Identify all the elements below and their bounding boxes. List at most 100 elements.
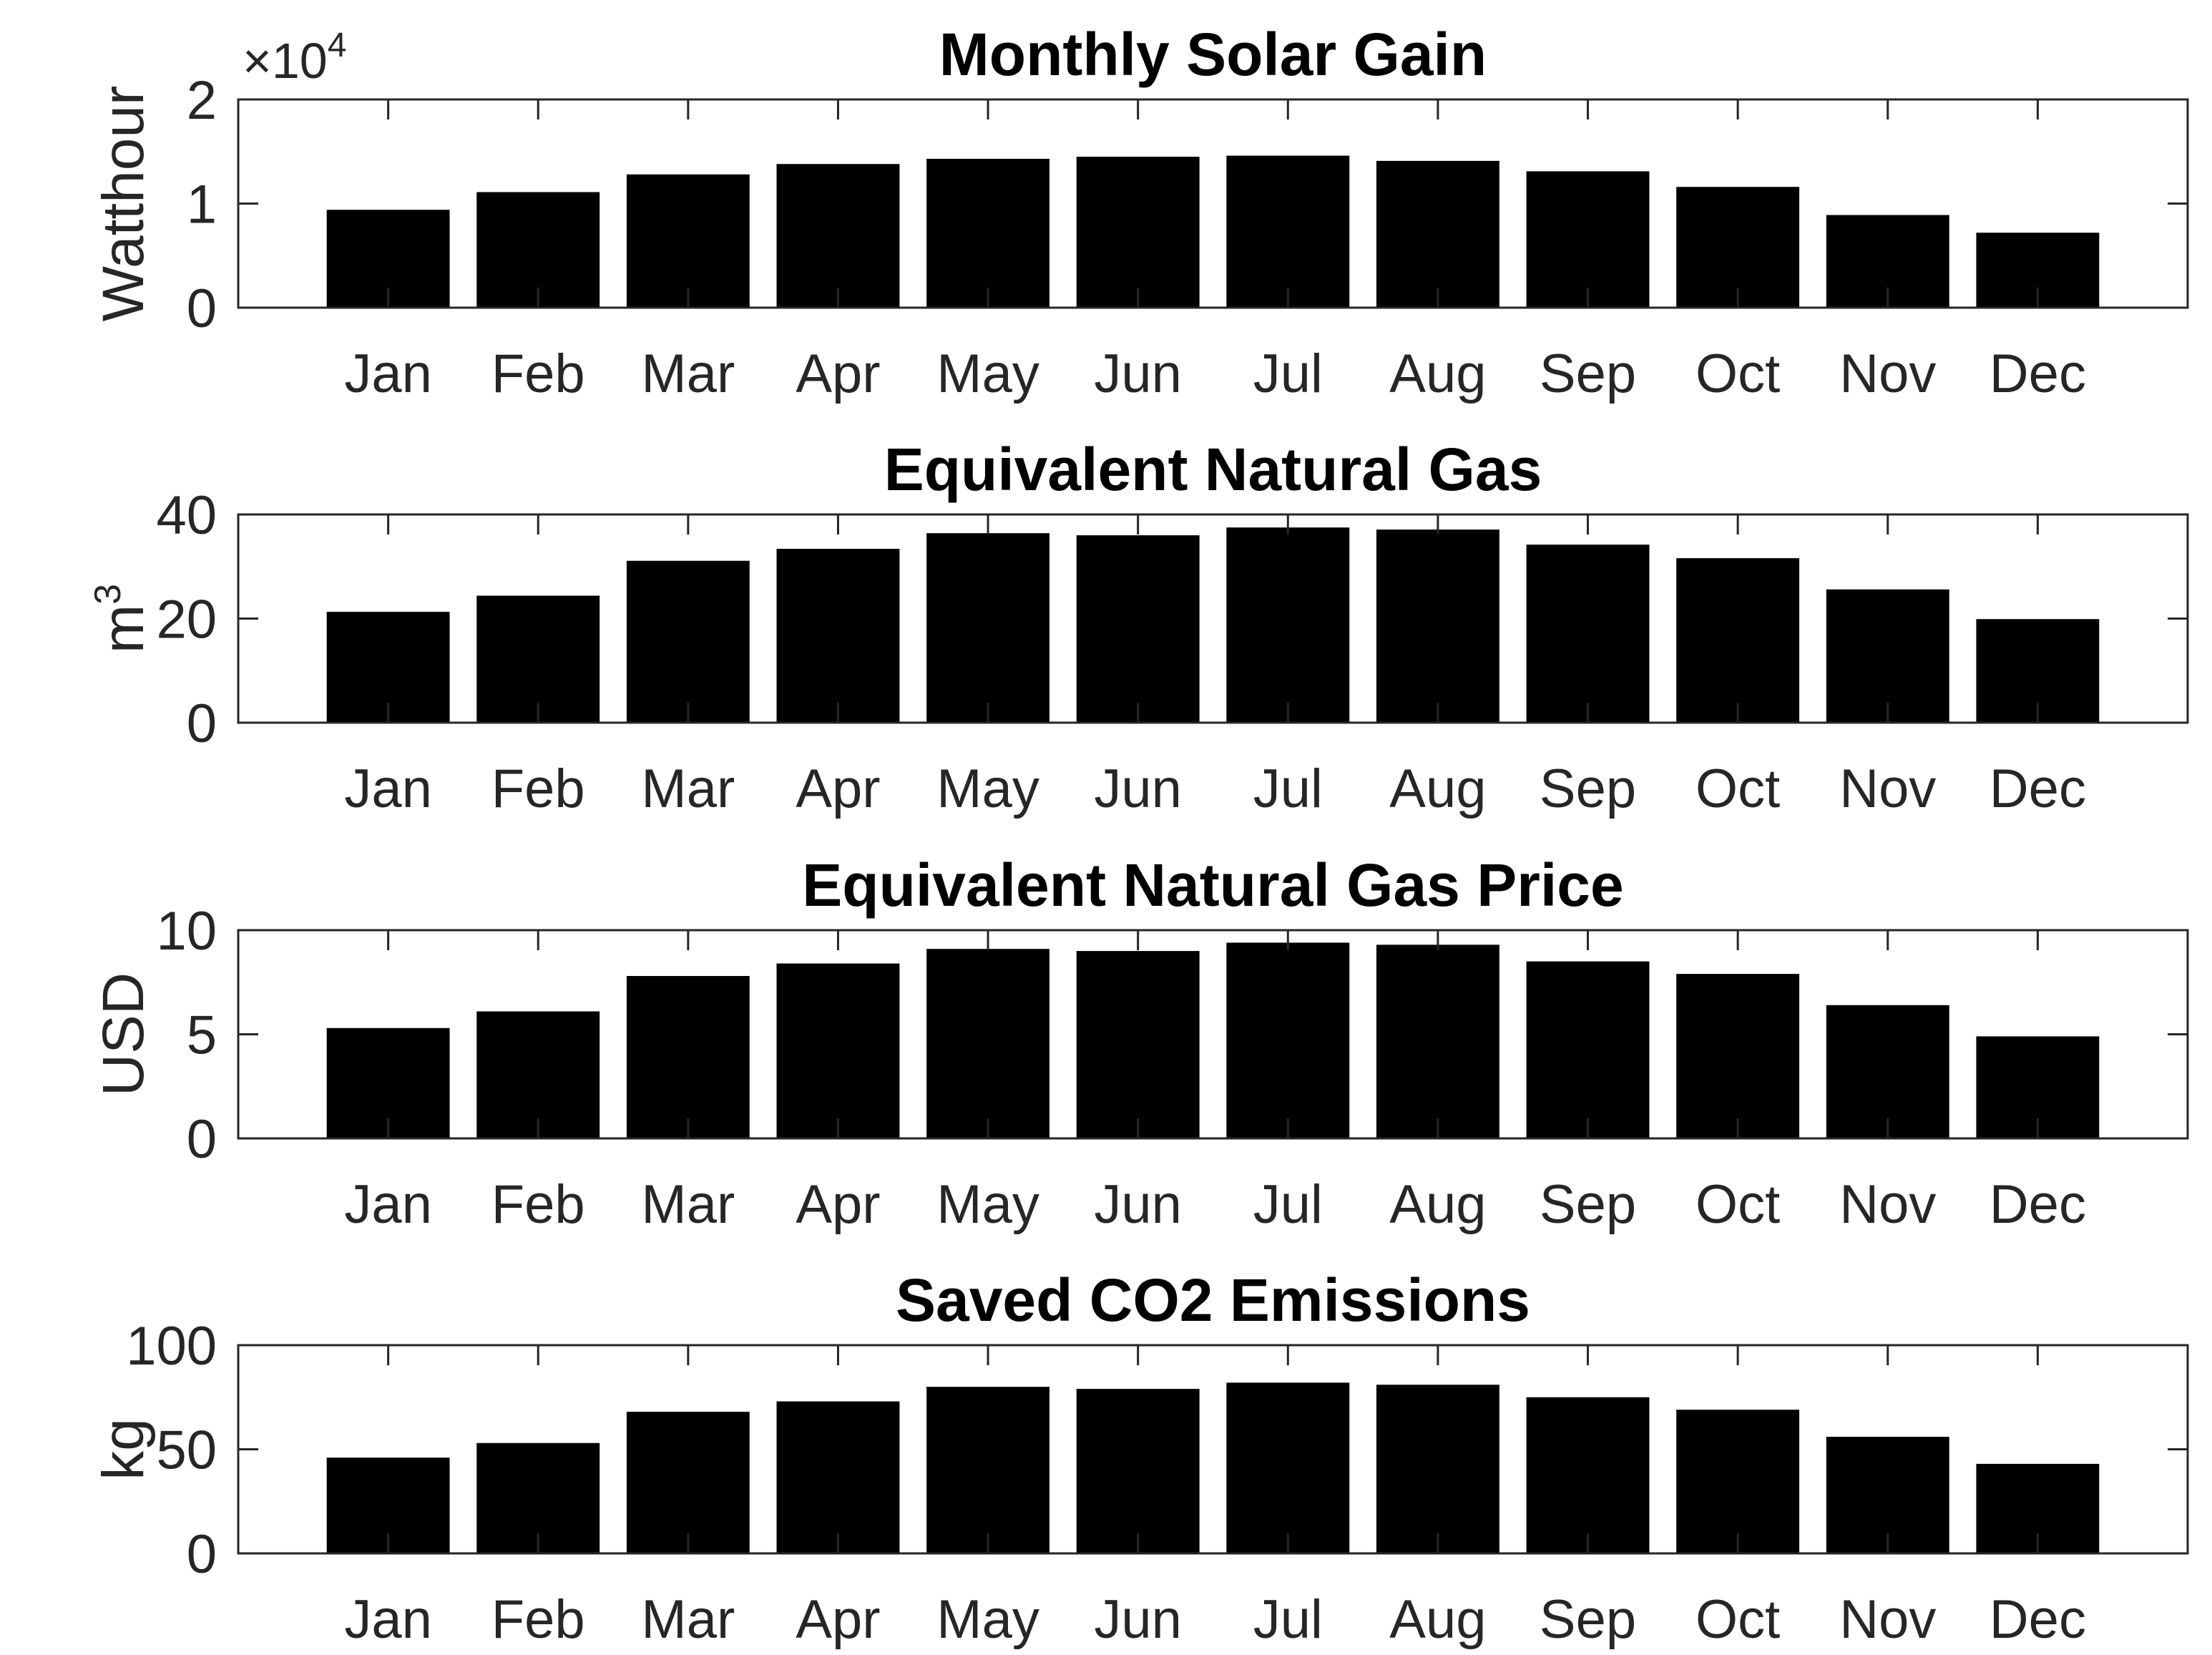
y-tick-label: 0: [187, 278, 217, 339]
x-tick-label-apr: Apr: [796, 1589, 880, 1650]
bar-jul: [1226, 1382, 1350, 1553]
bar-mar: [626, 976, 750, 1138]
x-tick-label-may: May: [936, 1589, 1039, 1650]
bar-jul: [1226, 527, 1350, 723]
x-tick-label-mar: Mar: [641, 758, 735, 819]
chart-title: Monthly Solar Gain: [939, 21, 1487, 88]
y-tick-label: 0: [187, 1524, 217, 1585]
y-tick-label: 2: [187, 70, 217, 131]
x-tick-label-oct: Oct: [1695, 1174, 1780, 1235]
bar-aug: [1376, 160, 1499, 308]
chart-title: Equivalent Natural Gas Price: [802, 851, 1623, 919]
x-tick-label-dec: Dec: [1990, 343, 2086, 404]
y-axis-label: Watthour: [91, 86, 156, 322]
x-tick-label-aug: Aug: [1389, 758, 1486, 819]
bar-sep: [1526, 545, 1650, 723]
y-tick-label: 50: [156, 1420, 217, 1481]
bar-jun: [1076, 951, 1200, 1138]
y-axis-label: m3: [87, 584, 156, 653]
x-tick-label-nov: Nov: [1839, 1174, 1936, 1235]
y-axis-label-text: kg: [91, 1418, 156, 1480]
y-tick-label: 5: [187, 1005, 217, 1066]
bar-may: [926, 949, 1050, 1138]
bar-apr: [776, 164, 900, 308]
bar-aug: [1376, 944, 1499, 1138]
bar-jun: [1076, 535, 1200, 723]
x-tick-label-aug: Aug: [1389, 1589, 1486, 1650]
x-tick-label-jan: Jan: [344, 1174, 432, 1235]
bar-mar: [626, 560, 750, 723]
bar-may: [926, 1387, 1050, 1553]
x-tick-label-jan: Jan: [344, 758, 432, 819]
x-tick-label-dec: Dec: [1990, 1589, 2086, 1650]
x-tick-label-sep: Sep: [1540, 1174, 1636, 1235]
x-tick-label-sep: Sep: [1540, 1589, 1636, 1650]
x-tick-label-mar: Mar: [641, 1589, 735, 1650]
chart-title: Equivalent Natural Gas: [884, 436, 1542, 503]
bar-jul: [1226, 155, 1350, 308]
y-tick-label: 0: [187, 693, 217, 754]
bar-sep: [1526, 1397, 1650, 1553]
y-axis-exponent-base: ×10: [243, 33, 328, 89]
x-tick-label-jun: Jun: [1094, 758, 1182, 819]
x-tick-label-sep: Sep: [1540, 758, 1636, 819]
x-tick-label-oct: Oct: [1695, 1589, 1780, 1650]
x-tick-label-apr: Apr: [796, 343, 880, 404]
bar-mar: [626, 1412, 750, 1553]
x-tick-label-jun: Jun: [1094, 1589, 1182, 1650]
bar-oct: [1676, 1410, 1800, 1553]
x-tick-label-oct: Oct: [1695, 758, 1780, 819]
y-axis-label-text: m: [91, 605, 156, 653]
y-axis-exponent-power: 4: [328, 26, 347, 64]
x-tick-label-may: May: [936, 758, 1039, 819]
x-tick-label-nov: Nov: [1839, 343, 1936, 404]
x-tick-label-dec: Dec: [1990, 758, 2086, 819]
bar-apr: [776, 963, 900, 1138]
x-tick-label-may: May: [936, 343, 1039, 404]
x-tick-label-oct: Oct: [1695, 343, 1780, 404]
y-tick-label: 1: [187, 175, 217, 235]
x-tick-label-apr: Apr: [796, 758, 880, 819]
y-axis-exponent: ×104: [243, 26, 346, 89]
x-tick-label-feb: Feb: [491, 343, 585, 404]
x-tick-label-feb: Feb: [491, 758, 585, 819]
x-tick-label-dec: Dec: [1990, 1174, 2086, 1235]
y-tick-label: 100: [126, 1316, 217, 1377]
bar-oct: [1676, 558, 1800, 723]
x-tick-label-sep: Sep: [1540, 343, 1636, 404]
y-axis-label: USD: [91, 972, 156, 1096]
bar-jun: [1076, 157, 1200, 308]
chart-panel-2: Equivalent Natural Gas 0 20 40 Jan Feb Mar Apr M…: [87, 436, 2189, 819]
bar-nov: [1826, 589, 1949, 723]
x-tick-label-mar: Mar: [641, 1174, 735, 1235]
x-tick-label-jul: Jul: [1253, 343, 1323, 404]
y-tick-label: 40: [156, 485, 217, 546]
bar-mar: [626, 174, 750, 308]
bar-feb: [476, 1011, 600, 1138]
x-tick-label-nov: Nov: [1839, 758, 1936, 819]
x-tick-label-jul: Jul: [1253, 1589, 1323, 1650]
x-tick-label-aug: Aug: [1389, 343, 1486, 404]
bar-aug: [1376, 1385, 1499, 1553]
chart-title: Saved CO2 Emissions: [896, 1266, 1530, 1334]
x-tick-label-jan: Jan: [344, 343, 432, 404]
bar-apr: [776, 549, 900, 723]
x-tick-label-feb: Feb: [491, 1589, 585, 1650]
x-tick-label-apr: Apr: [796, 1174, 880, 1235]
bar-oct: [1676, 187, 1800, 308]
x-tick-label-jan: Jan: [344, 1589, 432, 1650]
bar-sep: [1526, 171, 1650, 308]
y-axis-label-superscript: 3: [87, 584, 129, 605]
x-tick-label-jul: Jul: [1253, 1174, 1323, 1235]
x-tick-label-jun: Jun: [1094, 1174, 1182, 1235]
bar-apr: [776, 1401, 900, 1553]
x-tick-label-nov: Nov: [1839, 1589, 1936, 1650]
y-tick-label: 10: [156, 901, 217, 962]
bar-jun: [1076, 1389, 1200, 1553]
y-axis-label-text: USD: [91, 972, 156, 1096]
y-axis-label-text: Watthour: [91, 86, 156, 322]
x-tick-label-feb: Feb: [491, 1174, 585, 1235]
y-tick-label: 20: [156, 590, 217, 650]
y-axis-label: kg: [91, 1418, 156, 1480]
